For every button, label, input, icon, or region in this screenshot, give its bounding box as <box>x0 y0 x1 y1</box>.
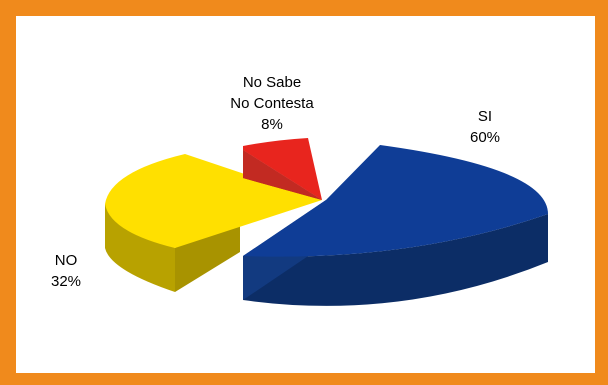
label-nsnc-line2: No Contesta <box>230 95 314 112</box>
slice-nsnc <box>243 138 322 200</box>
slice-si-top <box>243 145 548 257</box>
slice-nsnc-inner <box>243 150 322 200</box>
slice-no <box>105 154 322 292</box>
slice-si-front-side <box>243 214 548 306</box>
label-nsnc-value: 8% <box>261 116 283 133</box>
slice-nsnc-top <box>243 138 322 200</box>
label-si-name: SI <box>478 108 492 125</box>
label-si-value: 60% <box>470 129 500 146</box>
slice-no-top <box>105 154 322 248</box>
label-nsnc-line1: No Sabe <box>243 74 301 91</box>
label-no-value: 32% <box>51 273 81 290</box>
slice-si <box>243 145 548 306</box>
label-no-name: NO <box>55 252 78 269</box>
